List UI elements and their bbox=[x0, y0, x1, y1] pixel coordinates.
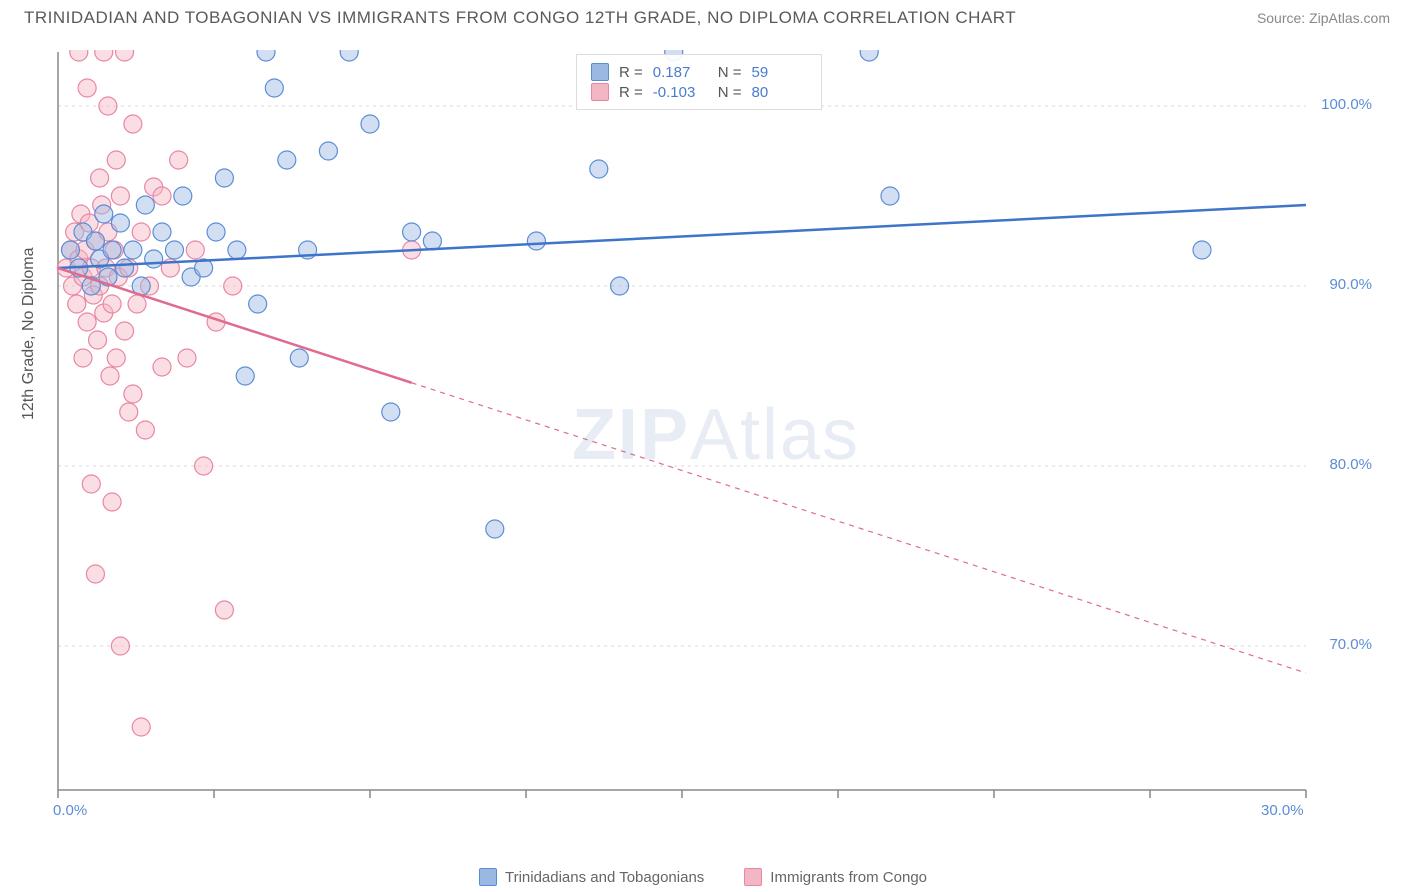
stats-legend: R =0.187 N =59 R =-0.103 N =80 bbox=[576, 54, 822, 110]
series-swatch bbox=[591, 83, 609, 101]
source-label: Source: ZipAtlas.com bbox=[1257, 10, 1390, 26]
legend-label: Immigrants from Congo bbox=[770, 869, 927, 886]
stats-row: R =0.187 N =59 bbox=[591, 63, 807, 81]
series-swatch bbox=[744, 868, 762, 886]
legend-label: Trinidadians and Tobagonians bbox=[505, 869, 704, 886]
y-axis-label: 12th Grade, No Diploma bbox=[20, 247, 38, 420]
legend-item: Trinidadians and Tobagonians bbox=[479, 868, 704, 886]
bottom-legend: Trinidadians and Tobagonians Immigrants f… bbox=[0, 868, 1406, 886]
stats-row: R =-0.103 N =80 bbox=[591, 83, 807, 101]
x-tick-label: 0.0% bbox=[53, 802, 87, 819]
series-swatch bbox=[591, 63, 609, 81]
y-tick-label: 70.0% bbox=[1312, 636, 1372, 653]
series-swatch bbox=[479, 868, 497, 886]
y-tick-label: 80.0% bbox=[1312, 456, 1372, 473]
chart-area: ZIPAtlas R =0.187 N =59 R =-0.103 N =80 … bbox=[56, 50, 1376, 820]
scatter-plot bbox=[56, 50, 1376, 820]
chart-title: TRINIDADIAN AND TOBAGONIAN VS IMMIGRANTS… bbox=[24, 8, 1016, 28]
y-tick-label: 100.0% bbox=[1312, 96, 1372, 113]
y-tick-label: 90.0% bbox=[1312, 276, 1372, 293]
x-tick-label: 30.0% bbox=[1261, 802, 1304, 819]
legend-item: Immigrants from Congo bbox=[744, 868, 927, 886]
